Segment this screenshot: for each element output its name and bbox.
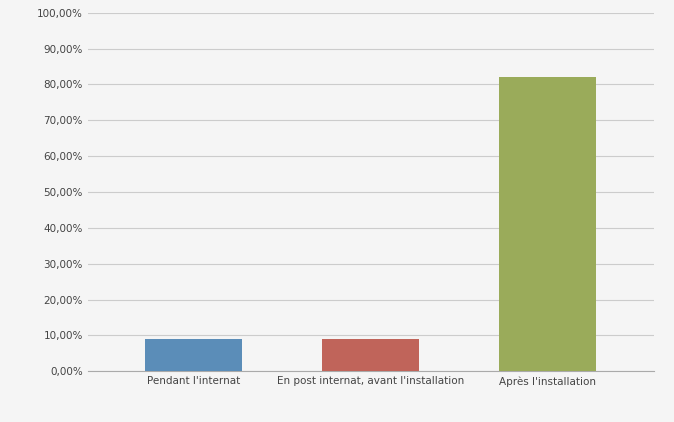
Bar [499,77,596,371]
Bar [145,339,243,371]
Bar [322,339,419,371]
